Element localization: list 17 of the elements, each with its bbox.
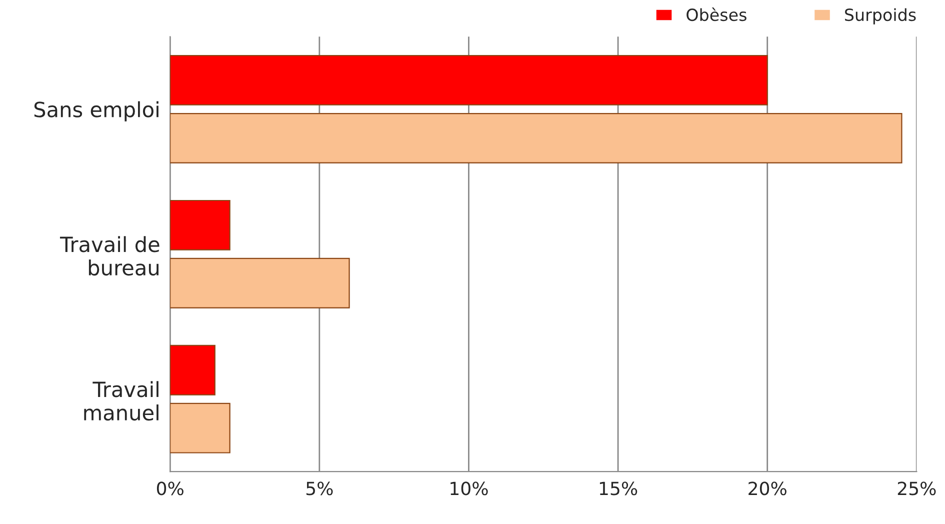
x-tick-label: 25%: [898, 482, 936, 496]
bar: [170, 402, 230, 454]
bar: [170, 200, 230, 250]
bar: [170, 258, 350, 308]
y-tick-label: Sans emploi: [34, 101, 158, 122]
bar: [170, 112, 902, 164]
legend-label: Surpoids: [845, 8, 916, 24]
x-tick-label: 15%: [600, 482, 638, 496]
x-tick-label: 10%: [450, 482, 488, 496]
x-tick-label: 0%: [156, 482, 184, 496]
bar: [170, 344, 216, 396]
x-tick-label: 20%: [748, 482, 786, 496]
y-tick-label: Travail manuel: [84, 381, 158, 421]
y-tick-label: Travail de bureau: [60, 236, 160, 276]
x-tick-label: 5%: [306, 482, 333, 496]
bar: [170, 54, 768, 106]
legend-label: Obèses: [686, 8, 746, 22]
